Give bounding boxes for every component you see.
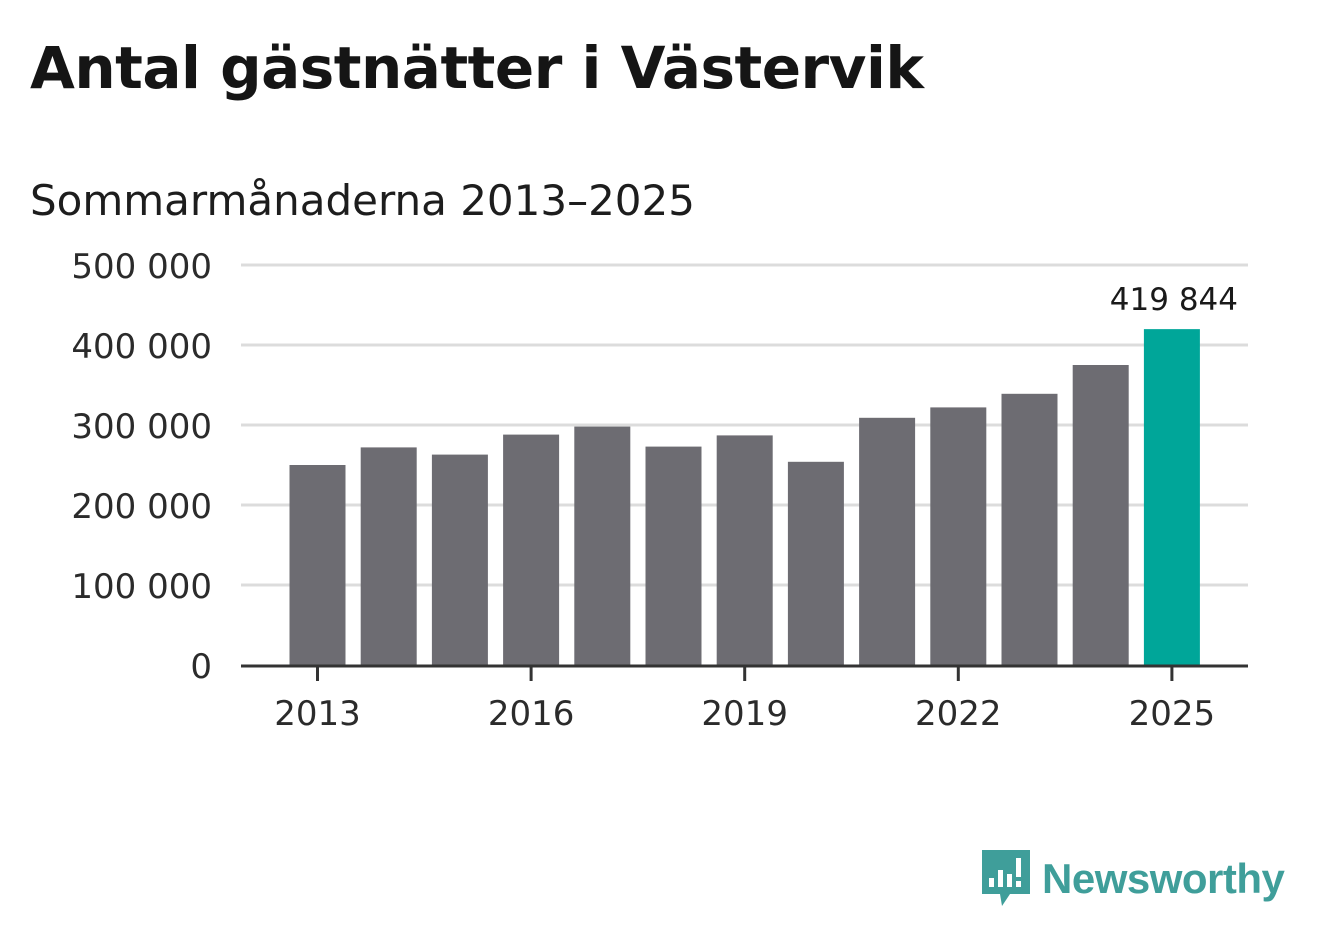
y-tick-label: 100 000 (71, 567, 212, 607)
chart-title: Antal gästnätter i Västervik (30, 34, 924, 102)
bar-2015 (431, 454, 488, 665)
bar-2013 (289, 465, 346, 665)
bar-2017 (574, 426, 631, 665)
y-tick-label: 400 000 (71, 327, 212, 367)
x-tick-label: 2019 (701, 694, 788, 734)
y-tick-label: 500 000 (71, 247, 212, 287)
y-tick-label: 200 000 (71, 487, 212, 527)
x-tick-label: 2016 (488, 694, 575, 734)
chart-subtitle: Sommarmånaderna 2013–2025 (30, 176, 695, 225)
data-labels: 419 844 (1110, 282, 1238, 318)
bar-2023 (1001, 393, 1058, 665)
brand-name: Newsworthy (1042, 855, 1285, 902)
bar-2022 (930, 407, 987, 665)
y-axis-ticks: 0 100 000 200 000 300 000 400 000 500 000 (71, 247, 212, 687)
y-tick-label: 300 000 (71, 407, 212, 447)
data-label-2025: 419 844 (1110, 282, 1238, 318)
bar-2025 (1143, 329, 1200, 665)
x-axis: 2013 2016 2019 2022 2025 (241, 664, 1248, 734)
x-tick-label: 2022 (915, 694, 1002, 734)
bars (289, 329, 1200, 665)
bar-2014 (360, 447, 417, 665)
bar-2020 (787, 461, 844, 665)
bar-2018 (645, 446, 702, 665)
bar-2016 (503, 434, 560, 665)
bar-2021 (859, 417, 916, 665)
x-tick-label: 2013 (274, 694, 361, 734)
bar-2019 (716, 435, 773, 665)
newsworthy-logo-icon (982, 850, 1030, 906)
bar-2024 (1072, 365, 1129, 665)
y-tick-label: 0 (190, 647, 212, 687)
newsworthy-brand: Newsworthy (980, 848, 1285, 910)
x-tick-label: 2025 (1129, 694, 1216, 734)
